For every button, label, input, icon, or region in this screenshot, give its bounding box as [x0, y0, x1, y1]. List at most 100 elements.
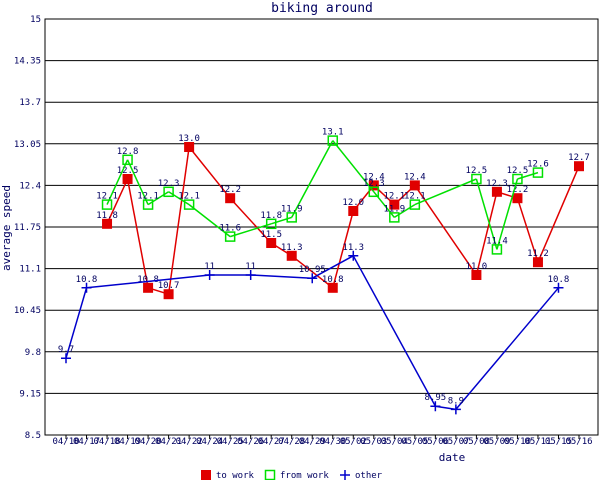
marker	[163, 186, 174, 198]
x-tick-label: 05/03	[360, 437, 387, 447]
data-label: 9.7	[58, 345, 74, 355]
data-label: 11	[204, 262, 215, 272]
y-tick-label: 10.45	[14, 306, 41, 316]
line-segment	[311, 255, 354, 279]
line-segment	[270, 216, 292, 225]
data-label: 12.1	[178, 192, 200, 202]
data-label: 11.8	[96, 211, 118, 221]
x-tick-label: 05/05	[401, 437, 428, 447]
x-tick-label: 04/18	[93, 437, 120, 447]
marker	[491, 244, 503, 255]
y-tick-label: 14.35	[14, 57, 41, 67]
marker	[409, 180, 420, 191]
legend-label: other	[355, 471, 383, 480]
line-segment	[65, 287, 88, 359]
marker	[532, 257, 543, 268]
marker	[81, 282, 92, 293]
x-tick-label: 04/27	[258, 437, 285, 447]
data-label: 11.9	[281, 204, 303, 214]
x-tick-label: 05/02	[340, 437, 367, 447]
data-label: 11.6	[219, 224, 241, 234]
line-segment	[126, 159, 149, 205]
marker	[471, 270, 482, 280]
data-label: 10.8	[548, 275, 570, 285]
marker	[143, 282, 154, 293]
legend-marker	[201, 470, 211, 480]
marker	[225, 193, 236, 204]
x-tick-label: 05/10	[504, 437, 531, 447]
x-tick-label: 04/28	[278, 437, 305, 447]
marker	[491, 186, 502, 197]
data-label: 11	[245, 262, 256, 272]
data-label: 10.8	[322, 275, 344, 285]
legend-label: to work	[216, 471, 255, 480]
data-label: 12.5	[117, 166, 139, 176]
data-label: 12.0	[342, 198, 364, 208]
marker	[204, 270, 215, 280]
x-tick-label: 05/09	[483, 437, 510, 447]
data-label: 11.8	[260, 211, 282, 221]
line-segment	[106, 178, 129, 225]
x-axis-label: date	[439, 451, 466, 464]
data-label: 13.1	[322, 128, 344, 138]
legend-marker	[340, 470, 350, 480]
marker	[574, 161, 584, 172]
marker	[183, 199, 195, 210]
marker	[430, 401, 441, 412]
line-segment	[393, 203, 416, 219]
y-tick-label: 13.05	[14, 140, 41, 150]
data-label: 12.1	[383, 192, 405, 202]
marker	[389, 199, 400, 210]
line-segment	[414, 178, 477, 206]
line-segment	[229, 197, 272, 244]
x-tick-label: 04/22	[176, 437, 203, 447]
x-tick-label: 04/29	[299, 437, 326, 447]
marker	[348, 250, 359, 261]
x-tick-label: 04/19	[114, 437, 141, 447]
data-label: 11.9	[383, 204, 405, 214]
x-tick-label: 05/15	[545, 437, 572, 447]
marker	[286, 250, 297, 261]
x-tick-label: 05/16	[565, 437, 592, 447]
data-label: 8.9	[448, 396, 464, 406]
data-label: 10.7	[158, 281, 180, 291]
line-segment	[291, 255, 334, 289]
data-label: 12.8	[117, 147, 139, 157]
marker	[512, 173, 523, 185]
y-axis-label: average speed	[0, 185, 13, 271]
marker	[450, 404, 461, 415]
line-segment	[250, 274, 313, 279]
marker	[368, 186, 380, 198]
data-label: 12.3	[486, 179, 508, 189]
x-tick-label: 04/21	[155, 437, 182, 447]
marker	[286, 212, 297, 223]
marker	[409, 199, 421, 210]
data-label: 11.2	[527, 249, 549, 259]
line-segment	[188, 146, 231, 199]
marker	[512, 193, 523, 204]
data-label: 12.2	[219, 185, 241, 195]
line-segment	[106, 159, 129, 205]
marker	[532, 167, 544, 178]
y-tick-label: 15	[30, 15, 41, 25]
x-tick-label: 04/17	[73, 437, 100, 447]
data-label: 11.5	[260, 230, 282, 240]
line-segment	[167, 146, 190, 295]
marker	[224, 231, 236, 242]
data-label: 12.4	[404, 172, 426, 182]
marker	[61, 353, 71, 364]
x-tick-label: 04/24	[196, 437, 223, 447]
data-label: 12.1	[137, 192, 159, 202]
line-segment	[229, 223, 272, 238]
marker	[471, 173, 482, 185]
x-tick-label: 04/20	[135, 437, 162, 447]
marker	[389, 212, 400, 223]
data-label: 8.95	[425, 393, 447, 403]
x-tick-label: 04/25	[217, 437, 244, 447]
chart-title: biking around	[271, 1, 373, 16]
data-label: 11.3	[342, 243, 364, 253]
marker	[307, 273, 318, 284]
line-segment	[537, 165, 580, 263]
data-label: 12.6	[527, 160, 549, 170]
marker	[265, 218, 277, 230]
